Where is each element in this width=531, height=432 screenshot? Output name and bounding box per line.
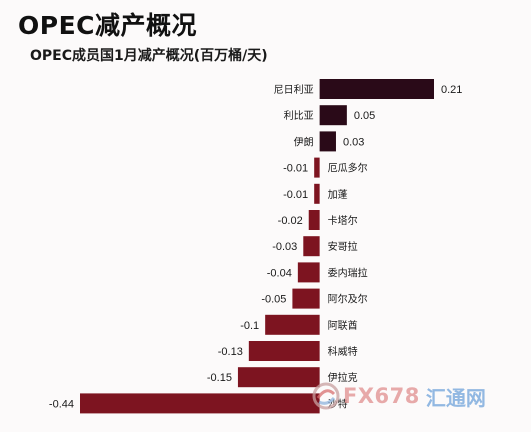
category-label: 尼日利亚 <box>274 84 314 96</box>
value-label: -0.04 <box>267 267 292 279</box>
bar-利比亚 <box>319 105 347 126</box>
category-label: 阿联酋 <box>328 319 358 332</box>
value-label: -0.1 <box>240 320 259 332</box>
value-label: -0.03 <box>272 241 297 253</box>
bar-伊拉克 <box>237 367 320 388</box>
category-label: 利比亚 <box>284 110 314 122</box>
value-label: 0.03 <box>343 136 364 148</box>
value-label: 0.05 <box>354 110 375 122</box>
bar-尼日利亚 <box>319 79 434 99</box>
chart-subtitle: OPEC成员国1月减产概况(百万桶/天) <box>30 48 268 64</box>
category-label: 安哥拉 <box>328 240 358 253</box>
category-label: 委内瑞拉 <box>328 266 368 279</box>
category-label: 伊拉克 <box>328 371 358 384</box>
bar-阿尔及尔 <box>292 288 320 309</box>
category-label: 厄瓜多尔 <box>328 162 368 175</box>
value-label: -0.05 <box>261 294 286 306</box>
value-label: -0.01 <box>283 189 308 201</box>
chart-title: OPEC减产概况 <box>18 11 198 40</box>
bar-沙特 <box>80 393 320 414</box>
value-label: -0.44 <box>49 398 74 410</box>
category-label: 伊朗 <box>294 136 314 148</box>
value-label: -0.02 <box>278 215 303 227</box>
category-label: 沙特 <box>328 398 348 410</box>
value-label: 0.21 <box>441 84 462 96</box>
category-label: 加蓬 <box>328 189 348 201</box>
bar-厄瓜多尔 <box>314 157 320 178</box>
bar-加蓬 <box>314 183 320 204</box>
bar-卡塔尔 <box>308 210 320 230</box>
value-label: -0.15 <box>207 372 232 384</box>
bar-委内瑞拉 <box>297 262 320 283</box>
bar-科威特 <box>248 341 320 361</box>
category-label: 科威特 <box>328 345 358 358</box>
category-label: 阿尔及尔 <box>328 293 368 306</box>
bar-阿联酋 <box>265 314 320 335</box>
category-label: 卡塔尔 <box>328 214 358 227</box>
bar-安哥拉 <box>303 236 320 257</box>
value-label: -0.13 <box>218 346 243 358</box>
bar-伊朗 <box>319 131 336 152</box>
value-label: -0.01 <box>283 163 308 175</box>
